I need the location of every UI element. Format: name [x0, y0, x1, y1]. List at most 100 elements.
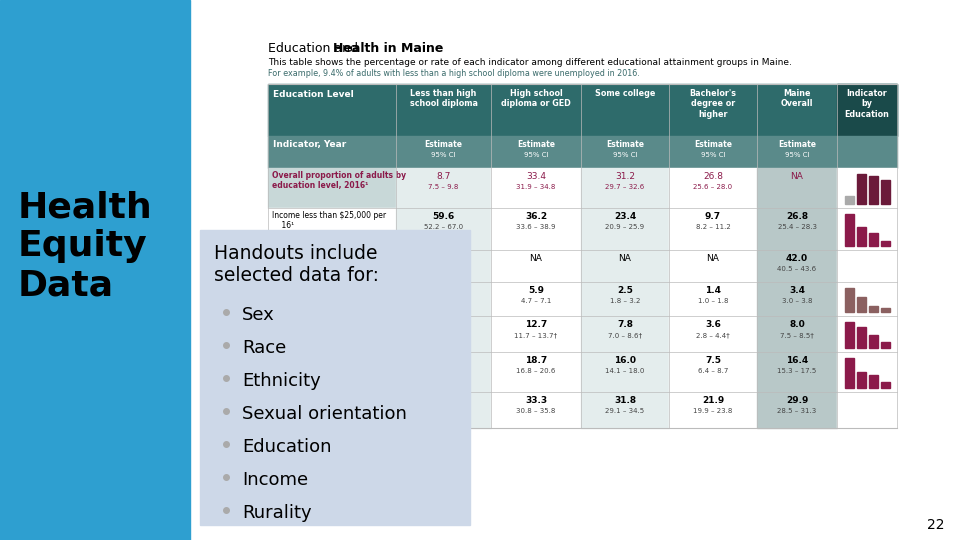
Text: 59.6: 59.6 [432, 212, 455, 221]
Bar [880, 382, 890, 388]
Text: 12.7: 12.7 [525, 320, 547, 329]
Text: Estimate: Estimate [778, 140, 816, 149]
Text: 3.0 – 3.8: 3.0 – 3.8 [781, 298, 812, 304]
Text: NA: NA [707, 254, 719, 263]
Text: 18.7: 18.7 [525, 356, 547, 365]
Text: 9.7: 9.7 [705, 212, 721, 221]
Text: 3.6: 3.6 [705, 320, 721, 329]
Text: 23.4: 23.4 [613, 212, 636, 221]
Bar [268, 208, 396, 250]
Bar [856, 227, 866, 246]
Text: 14.1 – 18.0: 14.1 – 18.0 [606, 368, 645, 374]
Bar [757, 282, 837, 316]
Text: 15.3 – 17.5: 15.3 – 17.5 [778, 368, 817, 374]
Text: 26.8: 26.8 [703, 172, 723, 181]
Bar [200, 230, 470, 525]
Text: Handouts include
selected data for:: Handouts include selected data for: [214, 244, 379, 285]
Bar [837, 168, 897, 208]
Text: 29.5 – 42.6: 29.5 – 42.6 [424, 368, 463, 374]
Bar [669, 250, 757, 282]
Text: 28.5 – 31.3: 28.5 – 31.3 [778, 408, 817, 414]
Text: 95% CI: 95% CI [784, 152, 809, 158]
Text: 1.8 – 3.2: 1.8 – 3.2 [610, 298, 640, 304]
Bar [268, 136, 897, 168]
Bar [396, 352, 491, 392]
Bar [757, 208, 837, 250]
Text: 8.0: 8.0 [789, 320, 804, 329]
Bar [869, 375, 877, 388]
Text: Less than high
school diploma: Less than high school diploma [410, 89, 477, 109]
Bar [396, 392, 491, 428]
Bar [837, 84, 897, 136]
Bar [837, 208, 897, 250]
Text: rate, adults, 2015²: rate, adults, 2015² [272, 285, 353, 294]
Text: Maine
Overall: Maine Overall [780, 89, 813, 109]
Text: Indicator, Year: Indicator, Year [273, 140, 347, 149]
Bar [880, 180, 890, 204]
Bar [669, 352, 757, 392]
Bar [845, 214, 853, 246]
Text: 31.8: 31.8 [614, 396, 636, 405]
Text: Ethnicity: Ethnicity [242, 372, 321, 390]
Text: Income: Income [242, 471, 308, 489]
Bar [837, 250, 897, 282]
Text: For example, 9.4% of adults with less than a high school diploma were unemployed: For example, 9.4% of adults with less th… [268, 69, 639, 78]
Bar [491, 168, 581, 208]
Text: 6.5 – 12.3: 6.5 – 12.3 [426, 298, 461, 304]
Text: 26.8: 26.8 [786, 212, 808, 221]
Text: Some college: Some college [595, 89, 655, 98]
Text: 36.2: 36.2 [525, 212, 547, 221]
Text: Sex: Sex [242, 306, 275, 324]
Text: 36.1: 36.1 [432, 356, 455, 365]
Text: Health
Equity
Data: Health Equity Data [18, 190, 153, 303]
Bar [396, 168, 491, 208]
Text: Education: Education [242, 438, 331, 456]
Text: Education and: Education and [268, 42, 362, 55]
Text: 25.4 – 28.3: 25.4 – 28.3 [778, 224, 817, 230]
Bar [581, 168, 669, 208]
Bar [581, 250, 669, 282]
Text: 16.4: 16.4 [786, 356, 808, 365]
Text: 95% CI: 95% CI [612, 152, 637, 158]
Text: 33.6 – 38.9: 33.6 – 38.9 [516, 224, 556, 230]
Bar [491, 208, 581, 250]
Bar [845, 322, 853, 348]
Text: 42.0: 42.0 [786, 254, 808, 263]
Bar [880, 241, 890, 246]
Text: 7.5 – 8.5†: 7.5 – 8.5† [780, 332, 814, 338]
Bar [581, 352, 669, 392]
Text: Estimate: Estimate [517, 140, 555, 149]
Text: air to poor, adults,: air to poor, adults, [272, 355, 352, 364]
Text: 29.0 – 42.4: 29.0 – 42.4 [424, 408, 463, 414]
Text: 4.7 – 7.1: 4.7 – 7.1 [521, 298, 551, 304]
Text: 29.7 – 32.6: 29.7 – 32.6 [606, 184, 644, 190]
Bar [869, 233, 877, 246]
Text: 6.4 – 8.7: 6.4 – 8.7 [698, 368, 729, 374]
Bar [581, 392, 669, 428]
Text: 7.8: 7.8 [617, 320, 633, 329]
Bar [869, 335, 877, 348]
Bar [0, 0, 190, 540]
Bar [268, 282, 396, 316]
Text: Education Level: Education Level [273, 90, 353, 99]
Text: Rurality: Rurality [242, 504, 312, 522]
Text: 22: 22 [927, 518, 945, 532]
Text: 1.4: 1.4 [705, 286, 721, 295]
Bar [880, 342, 890, 348]
Text: 31.9 – 34.8: 31.9 – 34.8 [516, 184, 556, 190]
Text: 29.9: 29.9 [786, 396, 808, 405]
Text: 95% CI: 95% CI [524, 152, 548, 158]
Text: Health in Maine: Health in Maine [333, 42, 444, 55]
Text: Race: Race [242, 339, 286, 357]
Bar [837, 392, 897, 428]
Bar [268, 250, 396, 282]
Text: 33.4: 33.4 [526, 172, 546, 181]
Bar [757, 392, 837, 428]
Bar [869, 176, 877, 204]
Bar [396, 282, 491, 316]
Bar [845, 358, 853, 388]
Text: Indicator
by
Education: Indicator by Education [845, 89, 889, 119]
Bar [856, 297, 866, 312]
Bar [268, 84, 897, 136]
Text: Estimate: Estimate [694, 140, 732, 149]
